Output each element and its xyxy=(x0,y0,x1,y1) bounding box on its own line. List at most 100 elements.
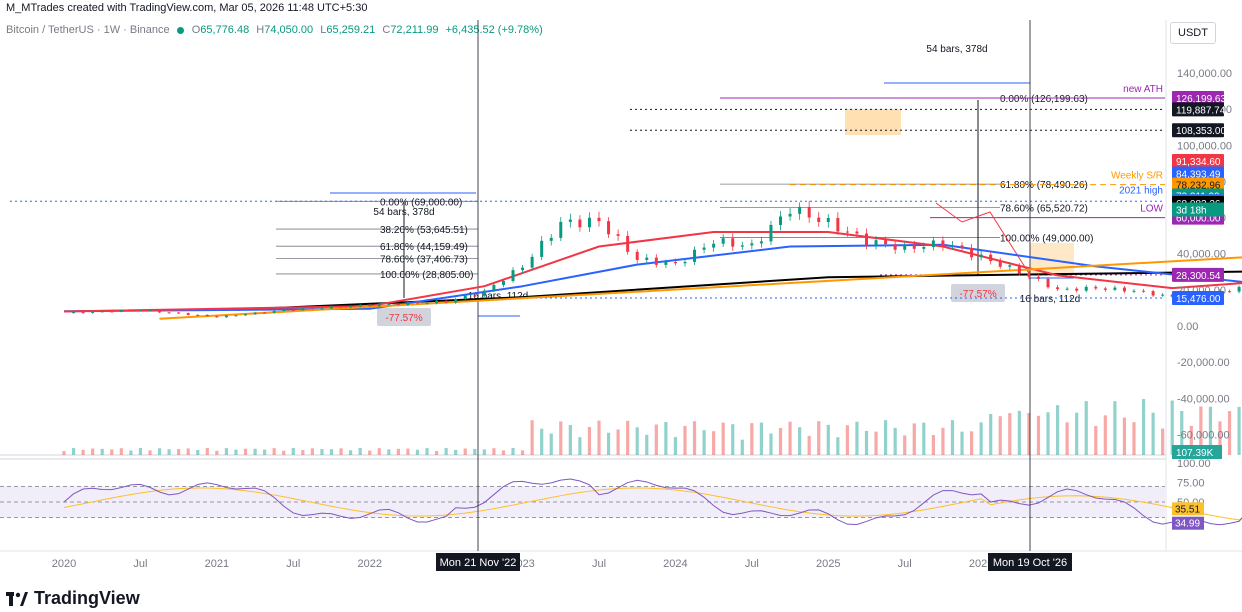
market-status-icon xyxy=(176,26,184,34)
tradingview-logo[interactable]: TradingView xyxy=(6,588,140,609)
volume-bar xyxy=(855,421,859,455)
candle-body xyxy=(1084,286,1088,291)
volume-bar xyxy=(1075,412,1079,455)
volume-bar xyxy=(1094,425,1098,455)
candle-body xyxy=(100,311,104,313)
candle-body xyxy=(425,303,429,305)
candle-body xyxy=(81,312,85,314)
candle-body xyxy=(301,308,305,311)
volume-bar xyxy=(157,448,162,455)
price-label-text: 84,393.49 xyxy=(1176,169,1221,180)
price-label-text: 119,887.74 xyxy=(1176,105,1226,116)
volume-bar xyxy=(339,448,343,455)
volume-bar xyxy=(425,448,429,455)
volume-bar xyxy=(578,437,582,455)
candle-body xyxy=(616,234,620,236)
candle-body xyxy=(798,206,802,214)
volume-bar xyxy=(903,435,907,455)
volume-bar xyxy=(759,422,764,455)
price-chart[interactable]: 0.00% (69,000.00) 38.20% (53,645.51) 61.80… xyxy=(0,0,1242,588)
x-tick-label: 2024 xyxy=(663,558,687,570)
price-label-box xyxy=(1172,177,1224,192)
price-label-box xyxy=(1172,166,1224,181)
volume-bar xyxy=(329,449,334,455)
volume-bar xyxy=(253,448,257,455)
candle-body xyxy=(511,270,515,282)
y-tick-label: 100,000.00 xyxy=(1177,140,1232,152)
candle-body xyxy=(865,233,868,246)
candle-body xyxy=(740,245,744,247)
candle-body xyxy=(826,217,830,222)
volume-bar xyxy=(215,450,219,455)
left-drop-badge xyxy=(377,308,431,326)
volume-bar xyxy=(310,448,314,455)
volume-bar xyxy=(100,448,104,455)
volume-bar xyxy=(750,423,754,455)
candle-body xyxy=(807,206,811,218)
volume-bar xyxy=(234,449,238,455)
left-bottom-label: 16 bars, 112d xyxy=(468,291,528,302)
candle-body xyxy=(530,256,534,268)
annotation-weekly-sr: Weekly S/R xyxy=(1111,171,1163,182)
candle-body xyxy=(205,314,209,317)
volume-bar xyxy=(1141,399,1146,455)
candle-body xyxy=(922,246,926,249)
volume-bar xyxy=(884,420,888,455)
time-marker-label: Mon 21 Nov '22 xyxy=(440,557,517,569)
tradingview-logo-icon xyxy=(6,591,28,606)
candle-body xyxy=(559,221,563,238)
volume-bar xyxy=(864,430,869,455)
volume-bar xyxy=(263,449,267,455)
candle-body xyxy=(645,257,649,260)
volume-bar xyxy=(177,448,181,455)
volume-bar xyxy=(415,449,420,455)
countdown-label: 3d 18h xyxy=(1176,206,1207,217)
volume-bar xyxy=(1122,417,1127,455)
volume-bar xyxy=(817,421,821,455)
price-label-box xyxy=(1172,291,1224,306)
candle-body xyxy=(912,244,916,249)
volume-bar xyxy=(1151,412,1155,455)
candle-body xyxy=(1228,291,1232,293)
symbol-name[interactable]: Bitcoin / TetherUS · 1W · Binance xyxy=(6,24,170,36)
candle-body xyxy=(1056,287,1060,290)
volume-bar xyxy=(1008,413,1012,455)
volume-bar xyxy=(110,449,114,455)
candle-body xyxy=(1017,265,1021,274)
volume-bar xyxy=(874,431,878,455)
volume-bar xyxy=(1046,412,1050,455)
volume-bar xyxy=(969,431,974,455)
candle-body xyxy=(158,310,162,313)
right-fib-level-label: 0.00% (126,199.63) xyxy=(1000,94,1088,105)
volume-bar xyxy=(530,420,534,455)
candle-body xyxy=(521,267,525,271)
x-tick-label: 2021 xyxy=(205,558,229,570)
volume-bar xyxy=(1180,410,1184,455)
volume-bar xyxy=(664,421,668,455)
candle-body xyxy=(310,308,314,310)
volume-bar xyxy=(196,450,200,455)
candle-body xyxy=(1046,278,1050,288)
candle-body xyxy=(731,238,735,247)
volume-bar xyxy=(702,430,706,455)
volume-bar xyxy=(1189,425,1193,455)
volume-bar xyxy=(454,449,458,455)
volume-bar xyxy=(721,422,725,455)
currency-button[interactable]: USDT xyxy=(1170,22,1216,44)
ma-line xyxy=(159,256,1242,320)
candle-body xyxy=(272,311,276,313)
volume-bar xyxy=(406,448,410,455)
left-fib-level-label: 100.00% (28,805.00) xyxy=(380,270,473,281)
candle-body xyxy=(836,217,840,232)
x-tick-label: Jul xyxy=(133,558,147,570)
ma-line xyxy=(63,231,1242,313)
candle-body xyxy=(578,219,582,228)
volume-bar xyxy=(396,448,400,455)
volume-bar xyxy=(683,425,687,455)
volume-bar xyxy=(301,450,305,455)
candle-body xyxy=(129,310,133,312)
rsi-tick-label: 75.00 xyxy=(1177,478,1205,490)
rsi-label-box xyxy=(1172,516,1204,530)
candle-body xyxy=(244,314,248,316)
volume-bar xyxy=(205,448,209,455)
